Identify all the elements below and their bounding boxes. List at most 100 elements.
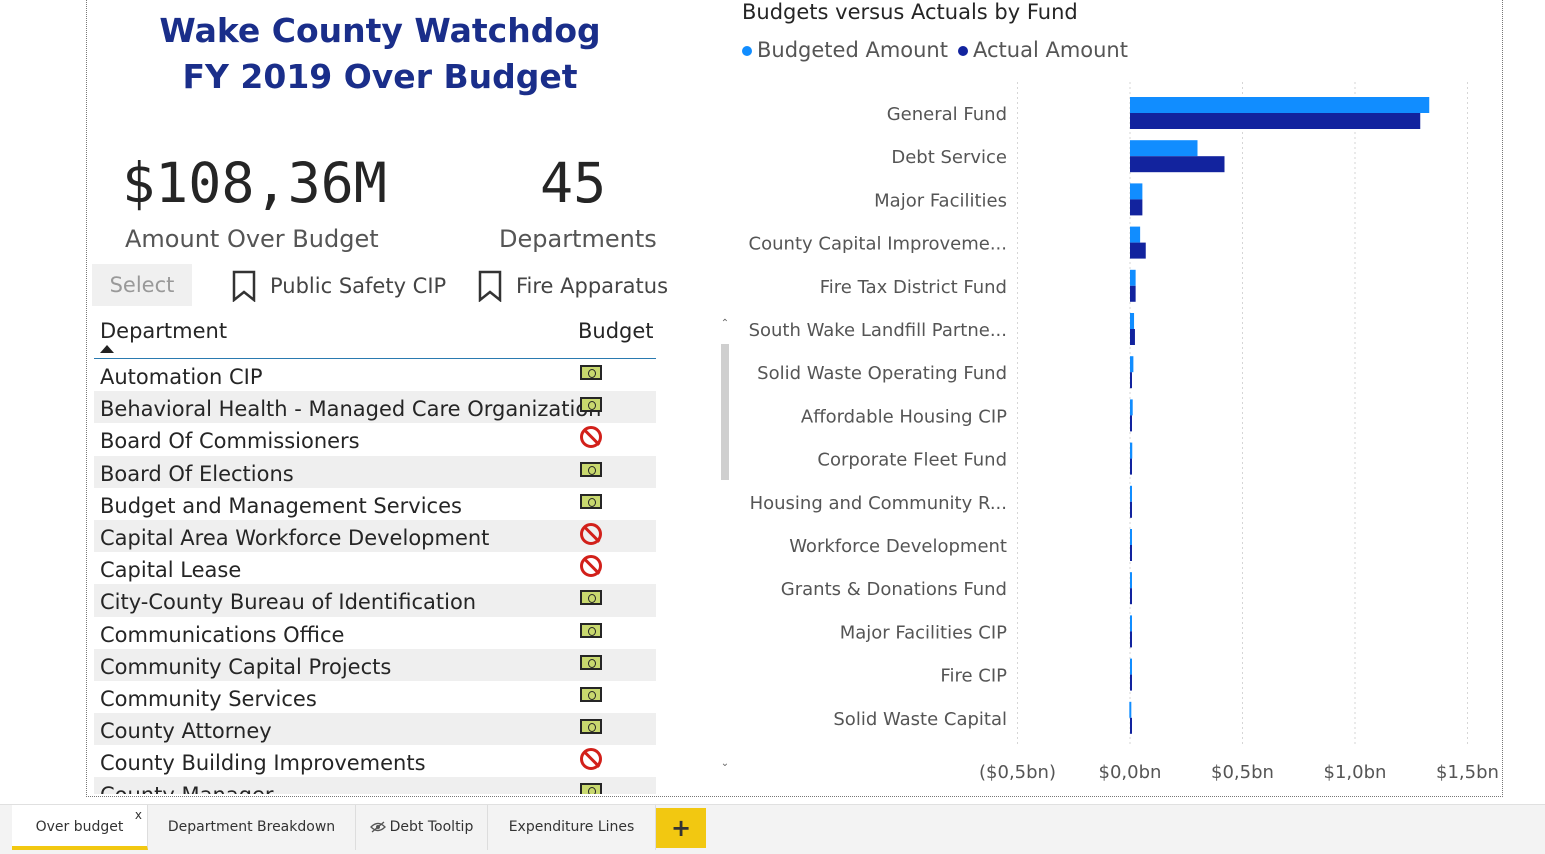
add-page-button[interactable]: + <box>656 808 706 848</box>
report-canvas <box>86 0 1503 797</box>
department-name: Capital Area Workforce Development <box>100 525 490 550</box>
tab-expenditure-lines[interactable]: Expenditure Lines <box>488 805 656 850</box>
table-row[interactable]: Automation CIP <box>94 359 656 391</box>
bar-budgeted[interactable] <box>1130 97 1430 113</box>
bar-actual[interactable] <box>1130 458 1132 475</box>
category-label: Workforce Development <box>789 536 1007 557</box>
kpi-amount-over-budget: $108,36M <box>122 151 387 215</box>
table-row[interactable]: Communications Office <box>94 617 656 649</box>
money-icon <box>580 461 602 477</box>
bar-budgeted[interactable] <box>1130 615 1132 632</box>
department-name: Budget and Management Services <box>100 493 462 518</box>
bar-budgeted[interactable] <box>1130 183 1143 200</box>
category-label: South Wake Landfill Partne... <box>749 320 1007 341</box>
scroll-up-icon[interactable]: ⌃ <box>720 318 730 329</box>
report-title-line1: Wake County Watchdog <box>159 11 601 50</box>
table-row[interactable]: Community Capital Projects <box>94 648 656 681</box>
bar-budgeted[interactable] <box>1130 442 1133 459</box>
table-row[interactable]: Board Of Commissioners <box>94 423 656 455</box>
category-label: Fire Tax District Fund <box>820 277 1007 298</box>
tab-debt-tooltip[interactable]: Debt Tooltip <box>356 805 488 850</box>
bar-budgeted[interactable] <box>1129 701 1132 718</box>
department-name: Behavioral Health - Managed Care Organiz… <box>100 397 602 422</box>
bar-budgeted[interactable] <box>1130 313 1135 329</box>
legend-item-actual[interactable]: Actual Amount <box>957 38 1128 62</box>
kpi-departments: 45 <box>540 151 607 215</box>
category-label: Debt Service <box>891 147 1007 168</box>
table-row[interactable]: Capital Lease <box>94 552 656 584</box>
bar-budgeted[interactable] <box>1130 658 1132 675</box>
table-header: Department Budget <box>94 312 656 359</box>
table-row[interactable]: Behavioral Health - Managed Care Organiz… <box>94 391 656 424</box>
table-row[interactable]: County Manager <box>94 777 656 794</box>
money-icon <box>580 719 602 735</box>
scroll-down-icon[interactable]: ⌄ <box>720 758 730 769</box>
bar-budgeted[interactable] <box>1130 529 1132 545</box>
bar-budgeted[interactable] <box>1130 226 1141 243</box>
column-header-department[interactable]: Department <box>100 319 228 343</box>
category-label: Major Facilities <box>874 190 1007 211</box>
bookmark-fire-apparatus[interactable]: Fire Apparatus <box>478 270 668 302</box>
department-name: County Manager <box>100 779 274 794</box>
bar-actual[interactable] <box>1130 113 1421 129</box>
money-icon <box>580 590 602 606</box>
department-table: Department Budget Automation CIP Behavior… <box>94 312 656 794</box>
legend-item-budgeted[interactable]: Budgeted Amount <box>742 38 948 62</box>
table-row[interactable]: Budget and Management Services <box>94 488 656 520</box>
category-label: Grants & Donations Fund <box>781 579 1007 600</box>
prohibited-icon <box>580 522 602 545</box>
bar-actual[interactable] <box>1130 674 1132 691</box>
table-row[interactable]: County Building Improvements <box>94 745 656 777</box>
column-header-budget[interactable]: Budget <box>578 319 654 343</box>
bookmark-public-safety-cip[interactable]: Public Safety CIP <box>232 270 446 302</box>
table-row[interactable]: Capital Area Workforce Development <box>94 519 656 553</box>
bar-actual[interactable] <box>1130 156 1225 173</box>
bar-budgeted[interactable] <box>1130 356 1134 373</box>
bar-actual[interactable] <box>1130 285 1136 302</box>
tab-label: Over budget <box>35 819 124 835</box>
category-label: County Capital Improveme... <box>749 234 1007 255</box>
department-name: Community Services <box>100 686 317 711</box>
bar-actual[interactable] <box>1130 501 1132 518</box>
table-row[interactable]: Community Services <box>94 681 656 713</box>
table-scrollbar[interactable]: ⌃ ⌄ <box>719 318 731 776</box>
bar-actual[interactable] <box>1130 717 1132 734</box>
report-title-line2: FY 2019 Over Budget <box>182 57 578 96</box>
category-label: Corporate Fleet Fund <box>817 450 1007 471</box>
bar-actual[interactable] <box>1130 631 1132 648</box>
kpi-departments-label: Departments <box>499 225 657 253</box>
bar-budgeted[interactable] <box>1130 485 1132 502</box>
bar-actual[interactable] <box>1130 242 1146 259</box>
table-row[interactable]: City-County Bureau of Identification <box>94 584 656 617</box>
table-row[interactable]: Board Of Elections <box>94 455 656 488</box>
close-icon[interactable]: x <box>134 808 142 822</box>
department-name: Board Of Commissioners <box>100 429 360 454</box>
prohibited-icon <box>580 426 602 449</box>
bar-actual[interactable] <box>1130 372 1132 389</box>
sort-ascending-icon <box>100 345 114 353</box>
department-name: County Building Improvements <box>100 751 426 776</box>
table-row[interactable]: County Attorney <box>94 713 656 746</box>
department-name: Capital Lease <box>100 558 242 583</box>
bar-budgeted[interactable] <box>1130 399 1133 416</box>
prohibited-icon <box>580 748 602 771</box>
bar-budgeted[interactable] <box>1130 269 1136 286</box>
bar-actual[interactable] <box>1130 415 1132 432</box>
bar-actual[interactable] <box>1130 329 1135 345</box>
category-label: Major Facilities CIP <box>840 622 1007 643</box>
bar-budgeted[interactable] <box>1130 572 1132 589</box>
select-button[interactable]: Select <box>92 264 192 306</box>
money-icon <box>580 397 602 413</box>
bar-budgeted[interactable] <box>1130 140 1198 157</box>
legend-dot-icon <box>957 46 968 56</box>
department-name: City-County Bureau of Identification <box>100 590 477 615</box>
scroll-thumb[interactable] <box>721 344 729 480</box>
bar-actual[interactable] <box>1130 588 1132 605</box>
bar-actual[interactable] <box>1130 545 1132 561</box>
tab-department-breakdown[interactable]: Department Breakdown <box>148 805 356 850</box>
legend-label-actual: Actual Amount <box>972 38 1128 62</box>
bar-actual[interactable] <box>1130 199 1143 216</box>
money-icon <box>580 622 602 638</box>
x-tick-label: $0,0bn <box>1099 762 1162 783</box>
tab-over-budget[interactable]: Over budget x <box>12 805 148 850</box>
